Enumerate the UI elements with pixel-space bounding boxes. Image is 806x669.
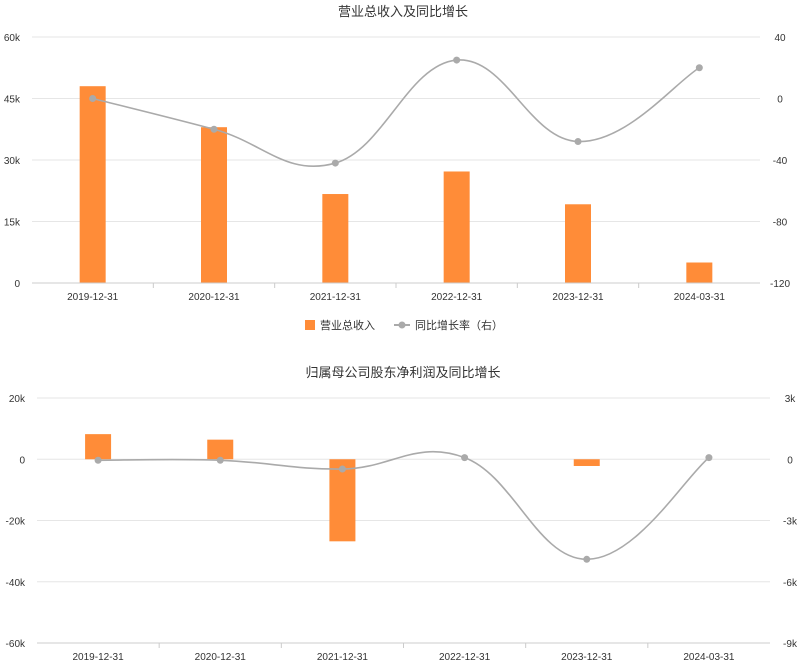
y-right-tick-label: 0	[777, 95, 783, 106]
x-tick-label: 2021-12-31	[317, 652, 369, 663]
x-tick-label: 2020-12-31	[188, 292, 240, 303]
y-left-tick-label: -60k	[6, 639, 26, 650]
x-tick-label: 2019-12-31	[73, 652, 125, 663]
y-right-tick-label: 40	[774, 33, 786, 44]
x-tick-label: 2023-12-31	[552, 292, 604, 303]
y-left-tick-label: 45k	[4, 95, 21, 106]
growth-point	[705, 454, 713, 462]
bar	[329, 459, 356, 542]
y-right-tick-label: -9k	[783, 639, 798, 650]
bar	[85, 434, 112, 460]
y-right-tick-label: -6k	[783, 578, 798, 589]
growth-point	[210, 125, 218, 133]
x-tick-label: 2024-03-31	[674, 292, 726, 303]
y-left-tick-label: 0	[14, 279, 20, 290]
x-tick-label: 2023-12-31	[561, 652, 613, 663]
x-tick-label: 2020-12-31	[195, 652, 247, 663]
y-left-tick-label: 15k	[4, 218, 21, 229]
bar	[565, 204, 591, 283]
growth-point	[89, 95, 97, 102]
bar	[201, 127, 227, 283]
growth-point	[574, 138, 582, 146]
x-tick-label: 2021-12-31	[310, 292, 362, 303]
revenue-chart-legend: 营业总收入 同比增长率（右）	[305, 318, 503, 332]
legend-line-marker	[398, 321, 406, 329]
growth-point	[461, 454, 469, 462]
y-left-tick-label: 20k	[9, 394, 26, 405]
growth-point	[338, 465, 346, 473]
growth-line	[92, 59, 700, 168]
growth-point	[695, 64, 703, 72]
y-left-tick-label: -40k	[6, 578, 26, 589]
growth-point	[216, 456, 224, 464]
growth-point	[94, 456, 102, 464]
growth-point	[453, 56, 461, 64]
y-left-tick-label: 60k	[4, 33, 21, 44]
net-profit-chart: 归属母公司股东净利润及同比增长 -60k -40k -20k 0 20k -9k -6k -…	[6, 365, 798, 663]
bar	[207, 439, 234, 460]
revenue-chart: 营业总收入及同比增长 0 15k 30k 45k 60k -120 -80 -40 0 40 2…	[4, 4, 791, 332]
y-left-tick-label: 0	[19, 455, 25, 466]
x-tick-label: 2022-12-31	[439, 652, 491, 663]
x-tick-label: 2022-12-31	[431, 292, 483, 303]
legend-bar-swatch	[305, 320, 315, 330]
x-tick-label: 2019-12-31	[67, 292, 119, 303]
y-left-tick-label: 30k	[4, 156, 21, 167]
y-right-tick-label: -120	[770, 279, 790, 290]
bar	[322, 194, 349, 283]
y-right-tick-label: -3k	[783, 517, 798, 528]
y-left-tick-label: -20k	[6, 517, 26, 528]
legend-bar-label: 营业总收入	[320, 318, 375, 332]
y-right-tick-label: 0	[787, 455, 793, 466]
y-right-tick-label: -40	[773, 156, 788, 167]
x-tick-label: 2024-03-31	[683, 652, 735, 663]
growth-point	[583, 555, 591, 563]
bar	[79, 86, 106, 283]
y-right-tick-label: 3k	[785, 394, 797, 405]
legend-line-label: 同比增长率（右）	[415, 318, 503, 332]
growth-point	[331, 159, 339, 167]
net-profit-chart-title: 归属母公司股东净利润及同比增长	[305, 365, 500, 380]
y-right-tick-label: -80	[773, 218, 788, 229]
bar	[443, 171, 470, 283]
growth-line	[98, 450, 710, 561]
revenue-chart-title: 营业总收入及同比增长	[338, 4, 468, 19]
bar	[573, 459, 600, 466]
bar	[686, 262, 713, 283]
